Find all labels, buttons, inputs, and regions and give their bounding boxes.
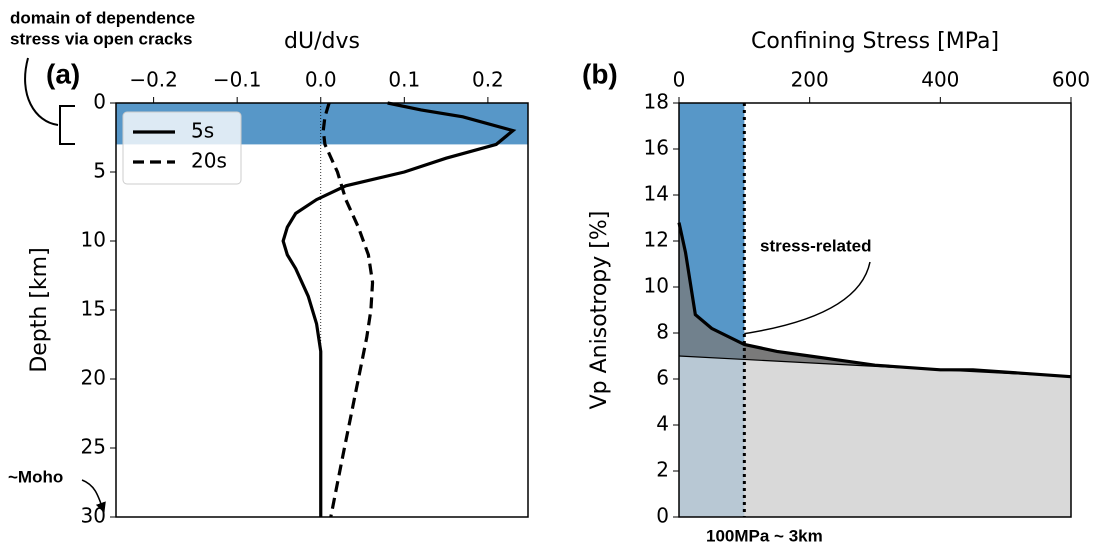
y-axis-label: Depth [km]	[27, 247, 52, 372]
annotation: domain of dependence	[10, 8, 195, 27]
x-tick-label: 0.1	[388, 68, 420, 92]
y-tick-label: 25	[81, 435, 106, 459]
y-tick-label: 2	[656, 458, 669, 482]
panel-label: (a)	[46, 58, 80, 89]
line-series	[321, 102, 375, 518]
y-tick-label: 10	[81, 228, 106, 252]
shade-region	[679, 103, 745, 345]
texture-fill	[679, 356, 1071, 517]
legend-label: 5s	[191, 119, 214, 143]
anisotropy-line	[677, 222, 1072, 379]
x-axis-label: Confining Stress [MPa]	[751, 29, 999, 54]
x-tick-label: 200	[791, 68, 829, 92]
x-tick-label: 600	[1052, 68, 1090, 92]
y-tick-label: 6	[656, 366, 669, 390]
y-tick-label: 0	[656, 504, 669, 528]
x-tick-label: 400	[921, 68, 959, 92]
y-tick-label: 14	[644, 182, 669, 206]
x-axis-label: dU/dvs	[284, 29, 360, 54]
legend-label: 20s	[191, 149, 227, 173]
x-tick-label: 0.0	[305, 68, 337, 92]
annotation: ~Moho	[8, 467, 63, 486]
annotation: stress-related	[760, 236, 872, 255]
x-tick-label: 0.2	[472, 68, 504, 92]
y-tick-label: 4	[656, 412, 669, 436]
y-tick-label: 20	[81, 366, 106, 390]
x-tick-label: −0.2	[129, 68, 178, 92]
y-tick-label: 30	[81, 504, 106, 528]
annotation: 100MPa ~ 3km	[706, 526, 823, 545]
y-tick-label: 15	[81, 297, 106, 321]
y-tick-label: 0	[93, 90, 106, 114]
legend	[122, 111, 242, 185]
y-axis-label: Vp Anisotropy [%]	[587, 211, 612, 410]
x-tick-label: −0.1	[213, 68, 262, 92]
y-tick-label: 16	[644, 136, 669, 160]
x-tick-label: 0	[673, 68, 686, 92]
y-tick-label: 12	[644, 228, 669, 252]
y-tick-label: 18	[644, 90, 669, 114]
y-tick-label: 8	[656, 320, 669, 344]
brace	[24, 57, 75, 145]
y-tick-label: 5	[93, 159, 106, 183]
axes-frame	[678, 102, 1072, 518]
annotation: stress via open cracks	[10, 29, 192, 48]
axes-frame	[115, 102, 529, 518]
moho-arrow	[81, 479, 106, 513]
y-tick-label: 10	[644, 274, 669, 298]
line-series	[281, 101, 517, 517]
panel-label: (b)	[582, 58, 618, 89]
